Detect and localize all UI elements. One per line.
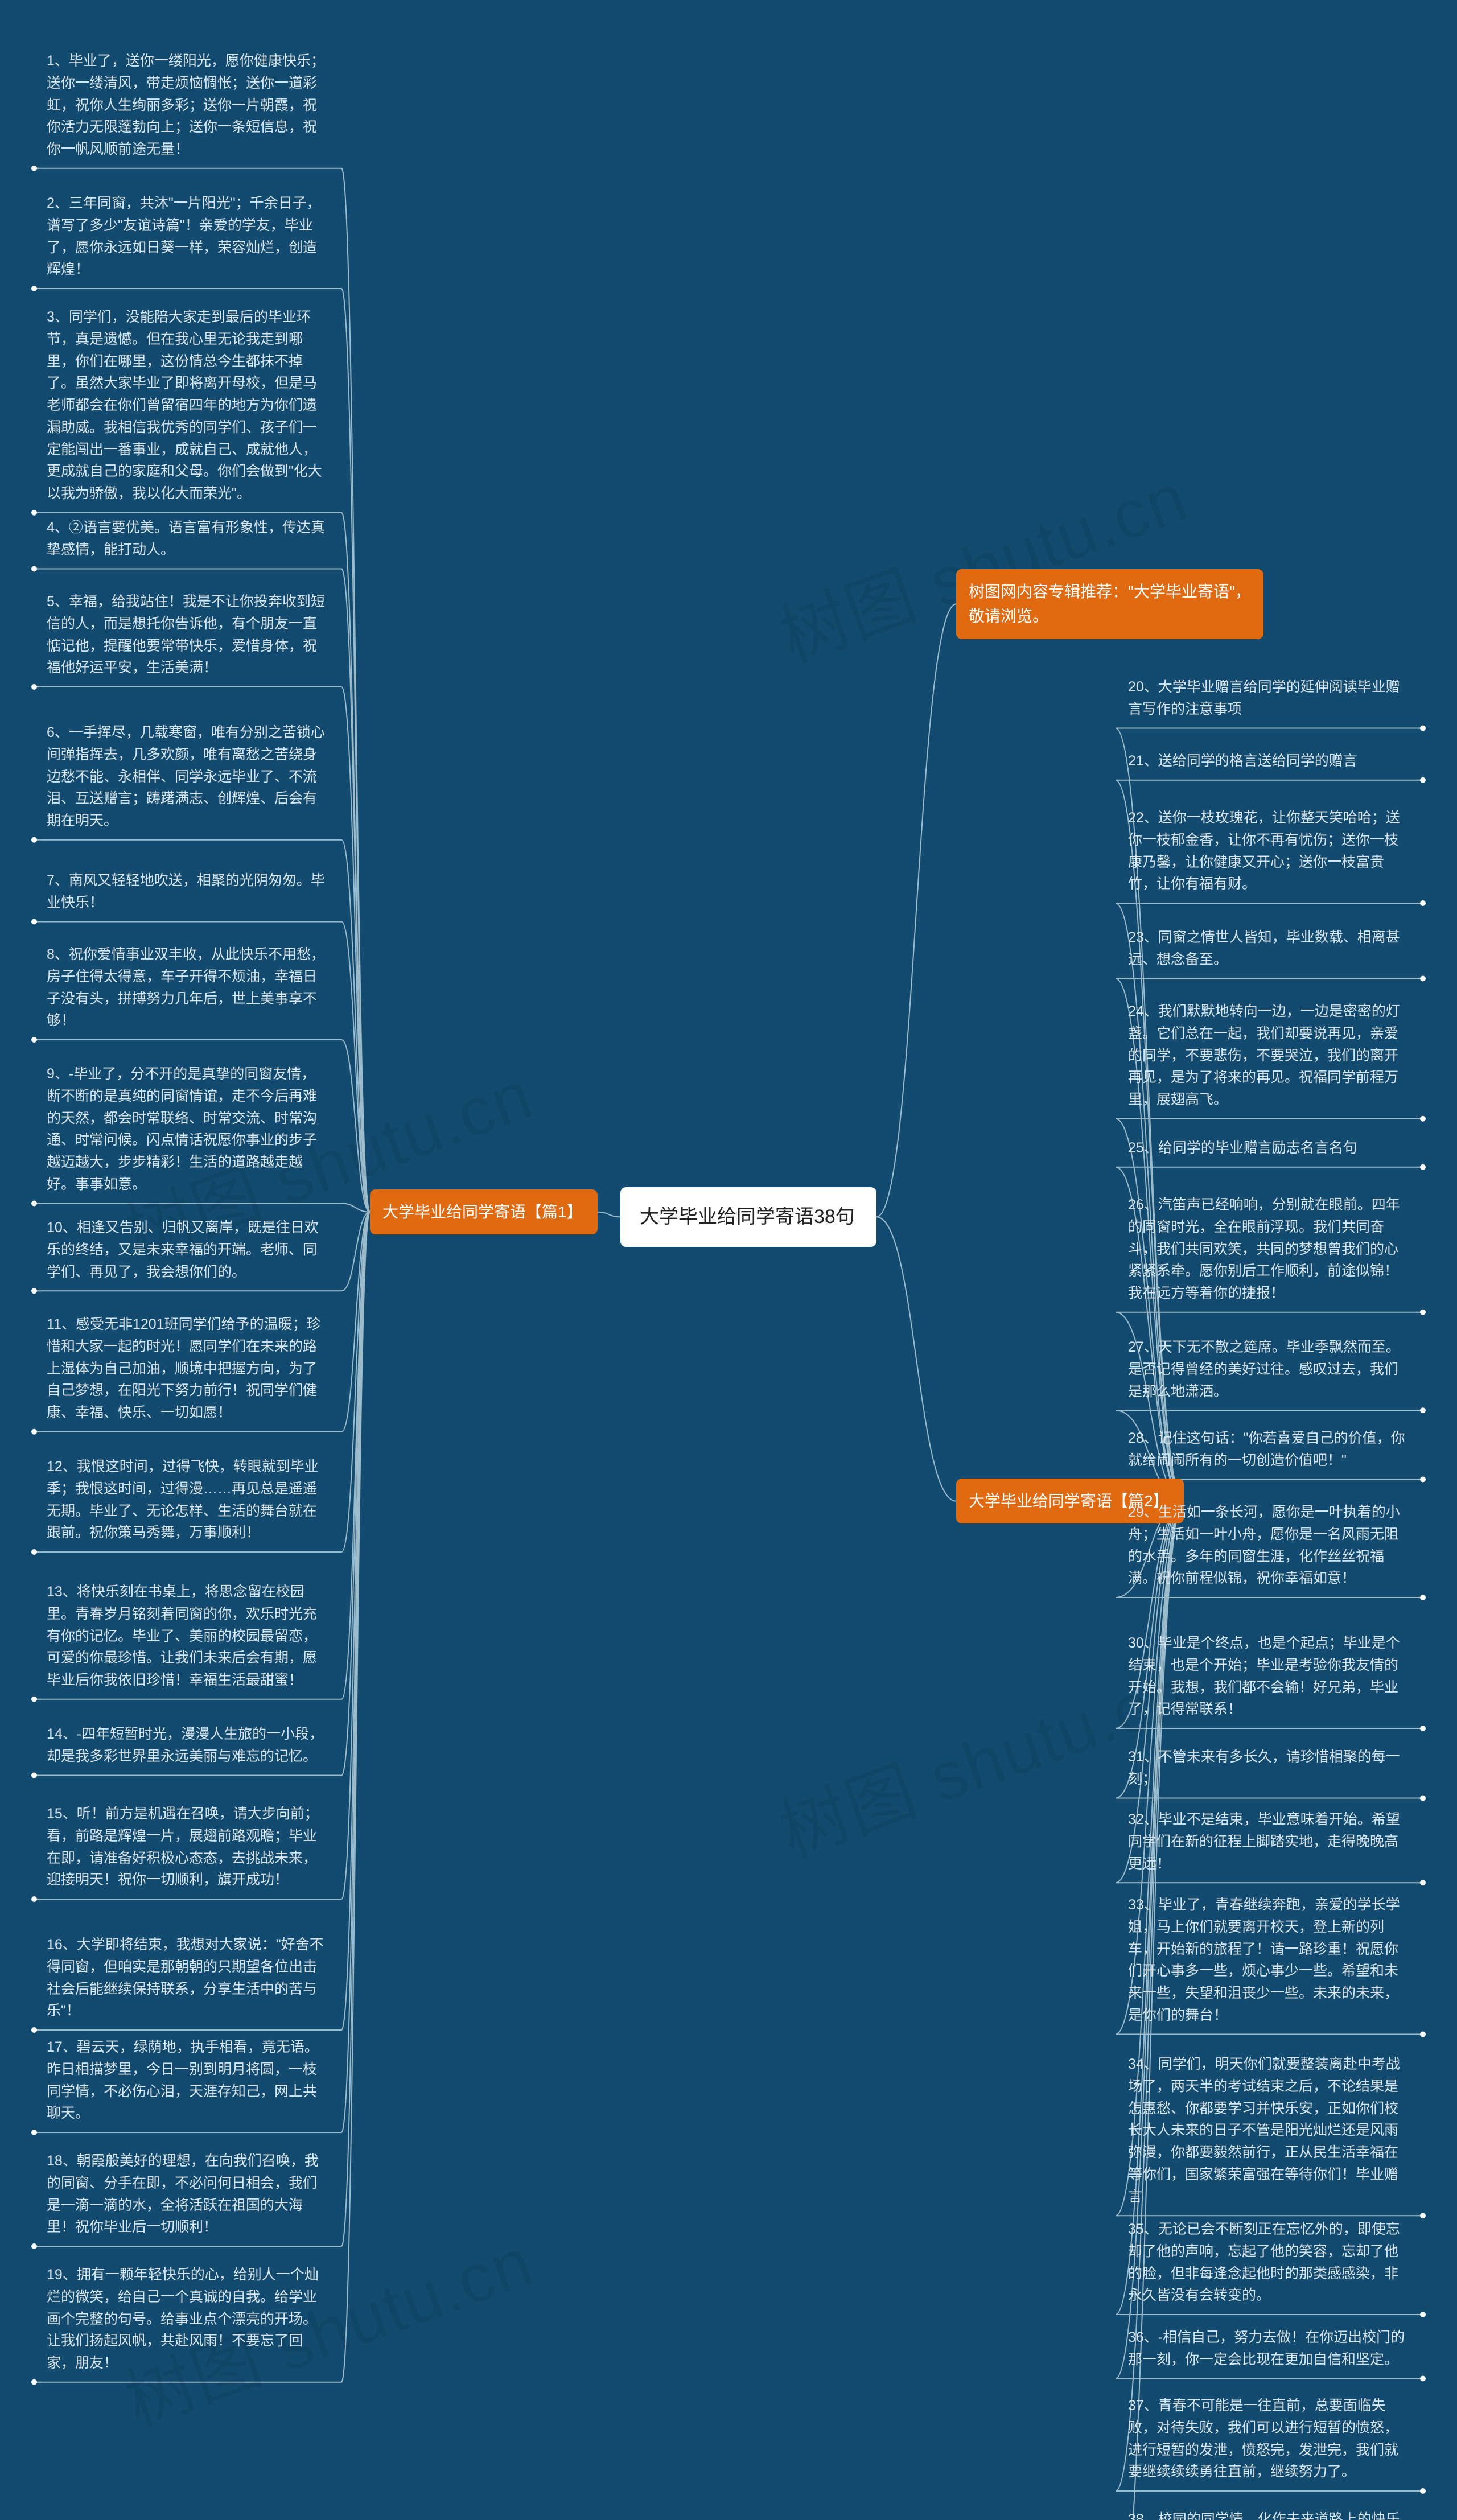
section1-leaf-text: 1、毕业了，送你一缕阳光，愿你健康快乐；送你一缕清风，带走烦恼惆怅；送你一道彩虹… [47,50,329,160]
section1-label: 大学毕业给同学寄语【篇1】 [382,1203,583,1221]
section1-leaf-text: 7、南风又轻轻地吹送，相聚的光阴匆匆。毕业快乐！ [47,870,329,914]
section1-leaf[interactable]: 18、朝霞般美好的理想，在向我们召唤，我的同窗、分手在即，不必问何日相会，我们是… [34,2140,341,2249]
recommendation-label: 树图网内容专辑推荐："大学毕业寄语"，敬请浏览。 [969,583,1251,625]
section1-leaf-text: 8、祝你爱情事业双丰收，从此快乐不用愁，房子住得太得意，车子开得不烦油，幸福日子… [47,944,329,1032]
section2-leaf[interactable]: 36、-相信自己，努力去做！在你迈出校门的那一刻，你一定会比现在更加自信和坚定。 [1116,2316,1423,2381]
section2-leaf-text: 29、生活如一条长河，愿你是一叶执着的小舟；生活如一叶小舟，愿你是一名风雨无阻的… [1128,1501,1410,1590]
section2-leaf[interactable]: 32、毕业不是结束，毕业意味着开始。希望同学们在新的征程上脚踏实地，走得晚晚高更… [1116,1798,1423,1885]
section1-leaf-text: 14、-四年短暂时光，漫漫人生旅的一小段，却是我多彩世界里永远美丽与难忘的记忆。 [47,1723,329,1768]
section2-leaf-text: 31、不管未来有多长久，请珍惜相聚的每一刻； [1128,1746,1410,1790]
section2-leaf-text: 28、记住这句话："你若喜爱自己的价值，你就给闹闹所有的一切创造价值吧！" [1128,1427,1410,1472]
section1-leaf-text: 19、拥有一颗年轻快乐的心，给别人一个灿烂的微笑，给自己一个真诚的自我。给学业画… [47,2264,329,2374]
mindmap-canvas: 树图 shutu.cn树图 shutu.cn树图 shutu.cn树图 shut… [0,0,1457,2520]
section2-leaf[interactable]: 23、同窗之情世人皆知，毕业数载、相离甚远、想念备至。 [1116,916,1423,981]
section1-leaf-text: 16、大学即将结束，我想对大家说："好舍不得同窗，但咱实是那朝朝的只期望各位出击… [47,1934,329,2022]
section2-leaf[interactable]: 27、天下无不散之筵席。毕业季飘然而至。是否记得曾经的美好过往。感叹过去，我们是… [1116,1326,1423,1413]
section2-leaf-text: 27、天下无不散之筵席。毕业季飘然而至。是否记得曾经的美好过往。感叹过去，我们是… [1128,1336,1410,1402]
watermark-text: 树图 shutu.cn [764,442,1199,681]
section2-leaf-text: 35、无论已会不断刻正在忘忆外的，即使忘却了他的声响，忘起了他的笑容，忘却了他的… [1128,2218,1410,2307]
section2-leaf[interactable]: 28、记住这句话："你若喜爱自己的价值，你就给闹闹所有的一切创造价值吧！" [1116,1417,1423,1482]
section1-leaf[interactable]: 2、三年同窗，共沐"一片阳光"；千余日子，谱写了多少"友谊诗篇"！亲爱的学友，毕… [34,182,341,291]
section1-leaf-text: 15、听！前方是机遇在召唤，请大步向前；看，前路是辉煌一片，展翅前路观瞻；毕业在… [47,1803,329,1891]
section1-leaf-text: 3、同学们，没能陪大家走到最后的毕业环节，真是遗憾。但在我心里无论我走到哪里，你… [47,306,329,505]
section1-leaf[interactable]: 6、一手挥尽，几载寒窗，唯有分别之苦锁心间弹指挥去，几多欢颜，唯有离愁之苦绕身边… [34,711,341,842]
section2-leaf-text: 21、送给同学的格言送给同学的赠言 [1128,750,1410,772]
section2-leaf[interactable]: 26、汽笛声已经响响，分别就在眼前。四年的同窗时光，全在眼前浮现。我们共同奋斗，… [1116,1184,1423,1315]
section2-leaf-text: 22、送你一枝玫瑰花，让你整天笑哈哈；送你一枝郁金香，让你不再有忧伤；送你一枝康… [1128,807,1410,895]
section1-leaf-text: 6、一手挥尽，几载寒窗，唯有分别之苦锁心间弹指挥去，几多欢颜，唯有离愁之苦绕身边… [47,722,329,832]
section2-leaf-text: 25、给同学的毕业赠言励志名言名句 [1128,1137,1410,1159]
section1-leaf[interactable]: 14、-四年短暂时光，漫漫人生旅的一小段，却是我多彩世界里永远美丽与难忘的记忆。 [34,1713,341,1778]
section1-leaf[interactable]: 7、南风又轻轻地吹送，相聚的光阴匆匆。毕业快乐！ [34,859,341,924]
section1-leaf[interactable]: 1、毕业了，送你一缕阳光，愿你健康快乐；送你一缕清风，带走烦恼惆怅；送你一道彩虹… [34,40,341,171]
section2-leaf-text: 33、毕业了，青春继续奔跑，亲爱的学长学姐，马上你们就要离开校天，登上新的列车，… [1128,1894,1410,2027]
section2-leaf[interactable]: 25、给同学的毕业赠言励志名言名句 [1116,1127,1423,1170]
section1-leaf-text: 17、碧云天，绿荫地，执手相看，竟无语。昨日相描梦里，今日一别到明月将圆，一枝同… [47,2036,329,2124]
section1-leaf-text: 9、-毕业了，分不开的是真挚的同窗友情，断不断的是真纯的同窗情谊，走不今后再难的… [47,1063,329,1196]
section2-leaf-text: 38、校园的同学情，化作未来道路上的快乐剂，在你烦闷时，给你减压释压力；校园的师… [1128,2509,1410,2520]
section2-leaf[interactable]: 35、无论已会不断刻正在忘忆外的，即使忘却了他的声响，忘起了他的笑容，忘却了他的… [1116,2208,1423,2317]
section2-leaf[interactable]: 34、同学们，明天你们就要整装离赴中考战场了，两天半的考试结束之后，不论结果是怎… [1116,2043,1423,2218]
section1-leaf-text: 18、朝霞般美好的理想，在向我们召唤，我的同窗、分手在即，不必问何日相会，我们是… [47,2150,329,2238]
section2-leaf-text: 26、汽笛声已经响响，分别就在眼前。四年的同窗时光，全在眼前浮现。我们共同奋斗，… [1128,1194,1410,1304]
section1-leaf[interactable]: 10、相逢又告别、归帆又离岸，既是往日欢乐的终结，又是未来幸福的开端。老师、同学… [34,1207,341,1293]
section1-leaf[interactable]: 15、听！前方是机遇在召唤，请大步向前；看，前路是辉煌一片，展翅前路观瞻；毕业在… [34,1793,341,1901]
section2-leaf[interactable]: 31、不管未来有多长久，请珍惜相聚的每一刻； [1116,1736,1423,1801]
section1-leaf[interactable]: 19、拥有一颗年轻快乐的心，给别人一个灿烂的微笑，给自己一个真诚的自我。给学业画… [34,2254,341,2385]
section2-leaf-text: 37、青春不可能是一往直前，总要面临失败，对待失败，我们可以进行短暂的愤怒，进行… [1128,2395,1410,2483]
section1-leaf-text: 10、相逢又告别、归帆又离岸，既是往日欢乐的终结，又是未来幸福的开端。老师、同学… [47,1217,329,1283]
section2-leaf[interactable]: 21、送给同学的格言送给同学的赠言 [1116,740,1423,783]
section1-leaf[interactable]: 16、大学即将结束，我想对大家说："好舍不得同窗，但咱实是那朝朝的只期望各位出击… [34,1924,341,2032]
section1-leaf-text: 12、我恨这时间，过得飞快，转眼就到毕业季；我恨这时间，过得漫……再见总是遥遥无… [47,1456,329,1544]
section1-leaf-text: 4、②语言要优美。语言富有形象性，传达真挚感情，能打动人。 [47,517,329,561]
section2-leaf[interactable]: 30、毕业是个终点，也是个起点；毕业是个结束，也是个开始；毕业是考验你我友情的开… [1116,1622,1423,1731]
section1-leaf[interactable]: 12、我恨这时间，过得飞快，转眼就到毕业季；我恨这时间，过得漫……再见总是遥遥无… [34,1446,341,1554]
section2-leaf-text: 34、同学们，明天你们就要整装离赴中考战场了，两天半的考试结束之后，不论结果是怎… [1128,2053,1410,2208]
section1-leaf-text: 2、三年同窗，共沐"一片阳光"；千余日子，谱写了多少"友谊诗篇"！亲爱的学友，毕… [47,192,329,281]
section1-leaf-text: 5、幸福，给我站住！我是不让你投奔收到短信的人，而是想托你告诉他，有个朋友一直惦… [47,591,329,679]
section2-leaf-text: 23、同窗之情世人皆知，毕业数载、相离甚远、想念备至。 [1128,927,1410,971]
section2-leaf[interactable]: 38、校园的同学情，化作未来道路上的快乐剂，在你烦闷时，给你减压释压力；校园的师… [1116,2498,1423,2520]
section2-leaf-text: 24、我们默默地转向一边，一边是密密的灯盏。它们总在一起，我们却要说再见，亲爱的… [1128,1000,1410,1111]
section1-leaf[interactable]: 8、祝你爱情事业双丰收，从此快乐不用愁，房子住得太得意，车子开得不烦油，幸福日子… [34,933,341,1042]
section1-node[interactable]: 大学毕业给同学寄语【篇1】 [370,1189,598,1234]
root-node[interactable]: 大学毕业给同学寄语38句 [620,1187,876,1247]
section1-leaf-text: 13、将快乐刻在书桌上，将思念留在校园里。青春岁月铭刻着同窗的你，欢乐时光充有你… [47,1581,329,1691]
section1-leaf[interactable]: 9、-毕业了，分不开的是真挚的同窗友情，断不断的是真纯的同窗情谊，走不今后再难的… [34,1053,341,1206]
section1-leaf[interactable]: 11、感受无非1201班同学们给予的温暖；珍惜和大家一起的时光！愿同学们在未来的… [34,1303,341,1434]
recommendation-node[interactable]: 树图网内容专辑推荐："大学毕业寄语"，敬请浏览。 [956,569,1263,639]
section2-leaf-text: 32、毕业不是结束，毕业意味着开始。希望同学们在新的征程上脚踏实地，走得晚晚高更… [1128,1809,1410,1875]
section1-leaf[interactable]: 3、同学们，没能陪大家走到最后的毕业环节，真是遗憾。但在我心里无论我走到哪里，你… [34,296,341,515]
section2-leaf[interactable]: 29、生活如一条长河，愿你是一叶执着的小舟；生活如一叶小舟，愿你是一名风雨无阻的… [1116,1491,1423,1600]
section1-leaf[interactable]: 4、②语言要优美。语言富有形象性，传达真挚感情，能打动人。 [34,507,341,571]
root-label: 大学毕业给同学寄语38句 [640,1206,855,1228]
section1-leaf-text: 11、感受无非1201班同学们给予的温暖；珍惜和大家一起的时光！愿同学们在未来的… [47,1313,329,1424]
section2-leaf[interactable]: 22、送你一枝玫瑰花，让你整天笑哈哈；送你一枝郁金香，让你不再有忧伤；送你一枝康… [1116,797,1423,905]
section2-leaf[interactable]: 24、我们默默地转向一边，一边是密密的灯盏。它们总在一起，我们却要说再见，亲爱的… [1116,990,1423,1121]
section2-leaf-text: 30、毕业是个终点，也是个起点；毕业是个结束，也是个开始；毕业是考验你我友情的开… [1128,1632,1410,1720]
section2-leaf[interactable]: 37、青春不可能是一往直前，总要面临失败，对待失败，我们可以进行短暂的愤怒，进行… [1116,2385,1423,2493]
section2-leaf[interactable]: 33、毕业了，青春继续奔跑，亲爱的学长学姐，马上你们就要离开校天，登上新的列车，… [1116,1884,1423,2037]
section2-leaf-text: 36、-相信自己，努力去做！在你迈出校门的那一刻，你一定会比现在更加自信和坚定。 [1128,2327,1410,2371]
section1-leaf[interactable]: 13、将快乐刻在书桌上，将思念留在校园里。青春岁月铭刻着同窗的你，欢乐时光充有你… [34,1571,341,1702]
section1-leaf[interactable]: 17、碧云天，绿荫地，执手相看，竟无语。昨日相描梦里，今日一别到明月将圆，一枝同… [34,2026,341,2135]
section2-leaf-text: 20、大学毕业赠言给同学的延伸阅读毕业赠言写作的注意事项 [1128,676,1410,720]
section1-leaf[interactable]: 5、幸福，给我站住！我是不让你投奔收到短信的人，而是想托你告诉他，有个朋友一直惦… [34,580,341,689]
section2-leaf[interactable]: 20、大学毕业赠言给同学的延伸阅读毕业赠言写作的注意事项 [1116,666,1423,731]
